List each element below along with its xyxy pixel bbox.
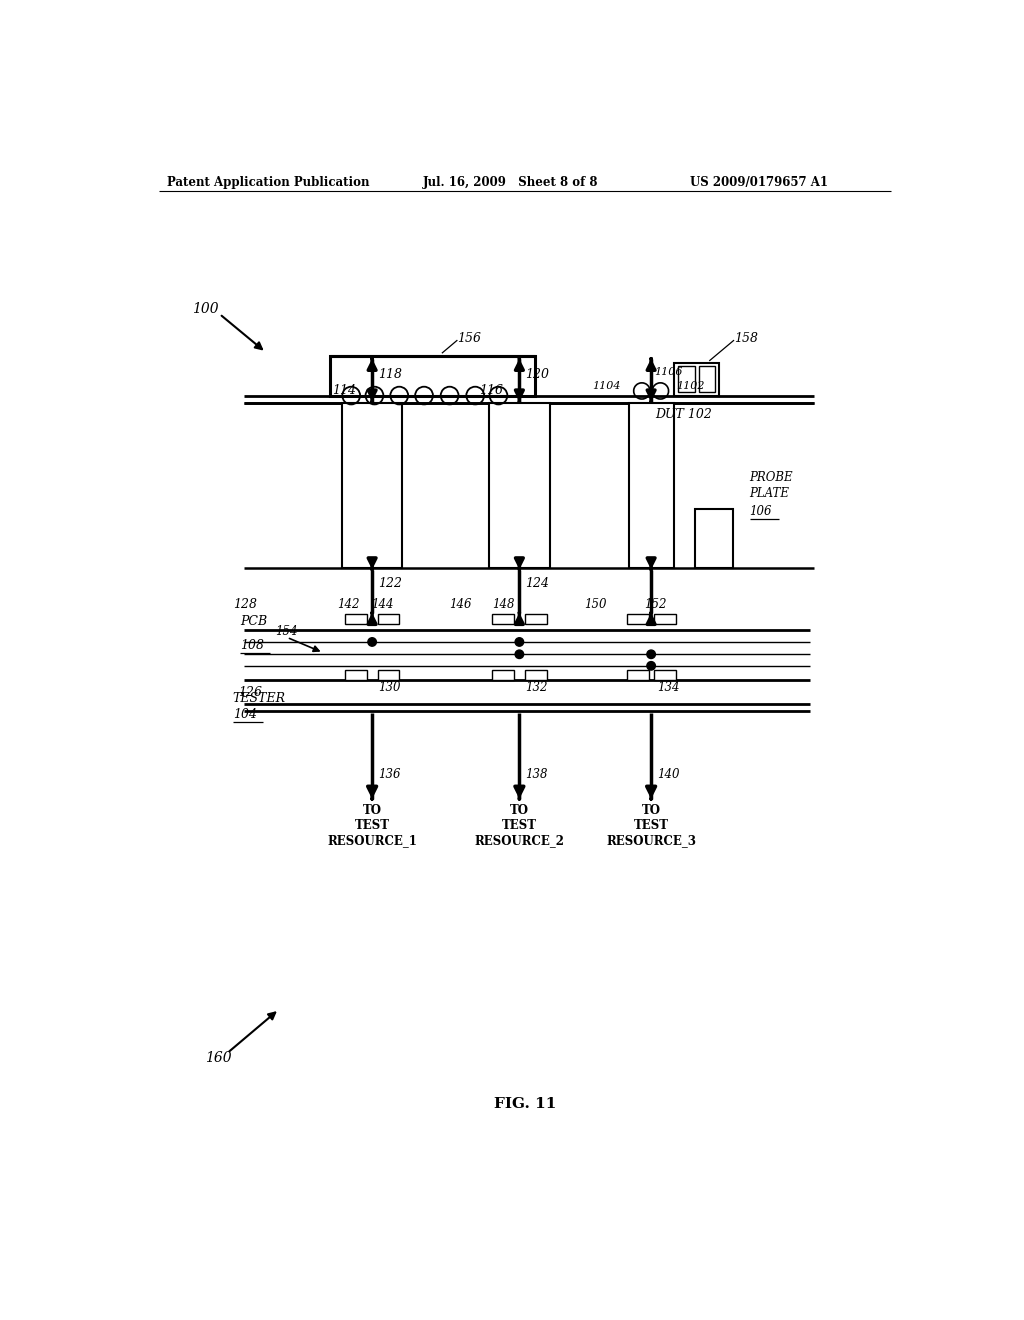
Text: 120: 120: [525, 367, 550, 380]
Text: 106: 106: [750, 504, 772, 517]
Text: TO
TEST
RESOURCE_3: TO TEST RESOURCE_3: [606, 804, 696, 846]
Bar: [493, 614, 514, 624]
Circle shape: [515, 638, 523, 647]
Text: 156: 156: [458, 333, 481, 345]
Bar: [627, 671, 649, 681]
Text: 158: 158: [734, 333, 758, 345]
Bar: [629, 404, 674, 568]
Text: 144: 144: [372, 598, 394, 611]
Circle shape: [647, 661, 655, 671]
Bar: [675, 363, 719, 396]
Text: 132: 132: [525, 681, 548, 694]
Text: TO
TEST
RESOURCE_2: TO TEST RESOURCE_2: [474, 804, 564, 846]
Text: PLATE: PLATE: [750, 487, 790, 500]
Bar: [695, 508, 732, 568]
Text: 118: 118: [378, 367, 402, 380]
Text: 152: 152: [644, 598, 667, 611]
Bar: [524, 614, 547, 624]
Text: TESTER: TESTER: [232, 693, 286, 705]
Text: TO
TEST
RESOURCE_1: TO TEST RESOURCE_1: [328, 804, 417, 846]
Bar: [345, 614, 367, 624]
Text: US 2009/0179657 A1: US 2009/0179657 A1: [690, 176, 827, 189]
Text: 100: 100: [191, 302, 218, 317]
Circle shape: [368, 638, 377, 647]
Bar: [627, 614, 649, 624]
Bar: [493, 671, 514, 681]
Text: DUT 102: DUT 102: [655, 408, 712, 421]
Text: 126: 126: [238, 685, 262, 698]
Text: 104: 104: [232, 708, 257, 721]
Bar: [678, 367, 694, 392]
Text: 130: 130: [378, 681, 400, 694]
Bar: [330, 355, 535, 396]
Text: 122: 122: [378, 577, 402, 590]
Bar: [342, 404, 402, 568]
Bar: [378, 614, 399, 624]
Text: 1104: 1104: [592, 381, 621, 391]
Text: 108: 108: [241, 639, 264, 652]
Text: 116: 116: [479, 384, 503, 397]
Text: FIG. 11: FIG. 11: [494, 1097, 556, 1111]
Text: Jul. 16, 2009   Sheet 8 of 8: Jul. 16, 2009 Sheet 8 of 8: [423, 176, 598, 189]
Text: 146: 146: [449, 598, 471, 611]
Bar: [654, 671, 676, 681]
Bar: [378, 671, 399, 681]
Text: 1102: 1102: [676, 381, 705, 391]
Text: 142: 142: [337, 598, 359, 611]
Text: 128: 128: [232, 598, 257, 611]
Text: PCB: PCB: [241, 615, 267, 628]
Bar: [345, 671, 367, 681]
Text: 150: 150: [584, 598, 606, 611]
Text: 1106: 1106: [654, 367, 683, 378]
Bar: [699, 367, 716, 392]
Text: Patent Application Publication: Patent Application Publication: [167, 176, 370, 189]
Text: 136: 136: [378, 768, 400, 781]
Text: 134: 134: [657, 681, 680, 694]
Circle shape: [647, 649, 655, 659]
Text: 140: 140: [657, 768, 680, 781]
Text: 148: 148: [493, 598, 515, 611]
Text: 154: 154: [275, 624, 298, 638]
Bar: [489, 404, 550, 568]
Bar: [524, 671, 547, 681]
Bar: [654, 614, 676, 624]
Text: 124: 124: [525, 577, 550, 590]
Text: 138: 138: [525, 768, 548, 781]
Text: 114: 114: [332, 384, 355, 397]
Text: PROBE: PROBE: [750, 471, 794, 484]
Text: 160: 160: [206, 1051, 232, 1065]
Circle shape: [515, 649, 523, 659]
